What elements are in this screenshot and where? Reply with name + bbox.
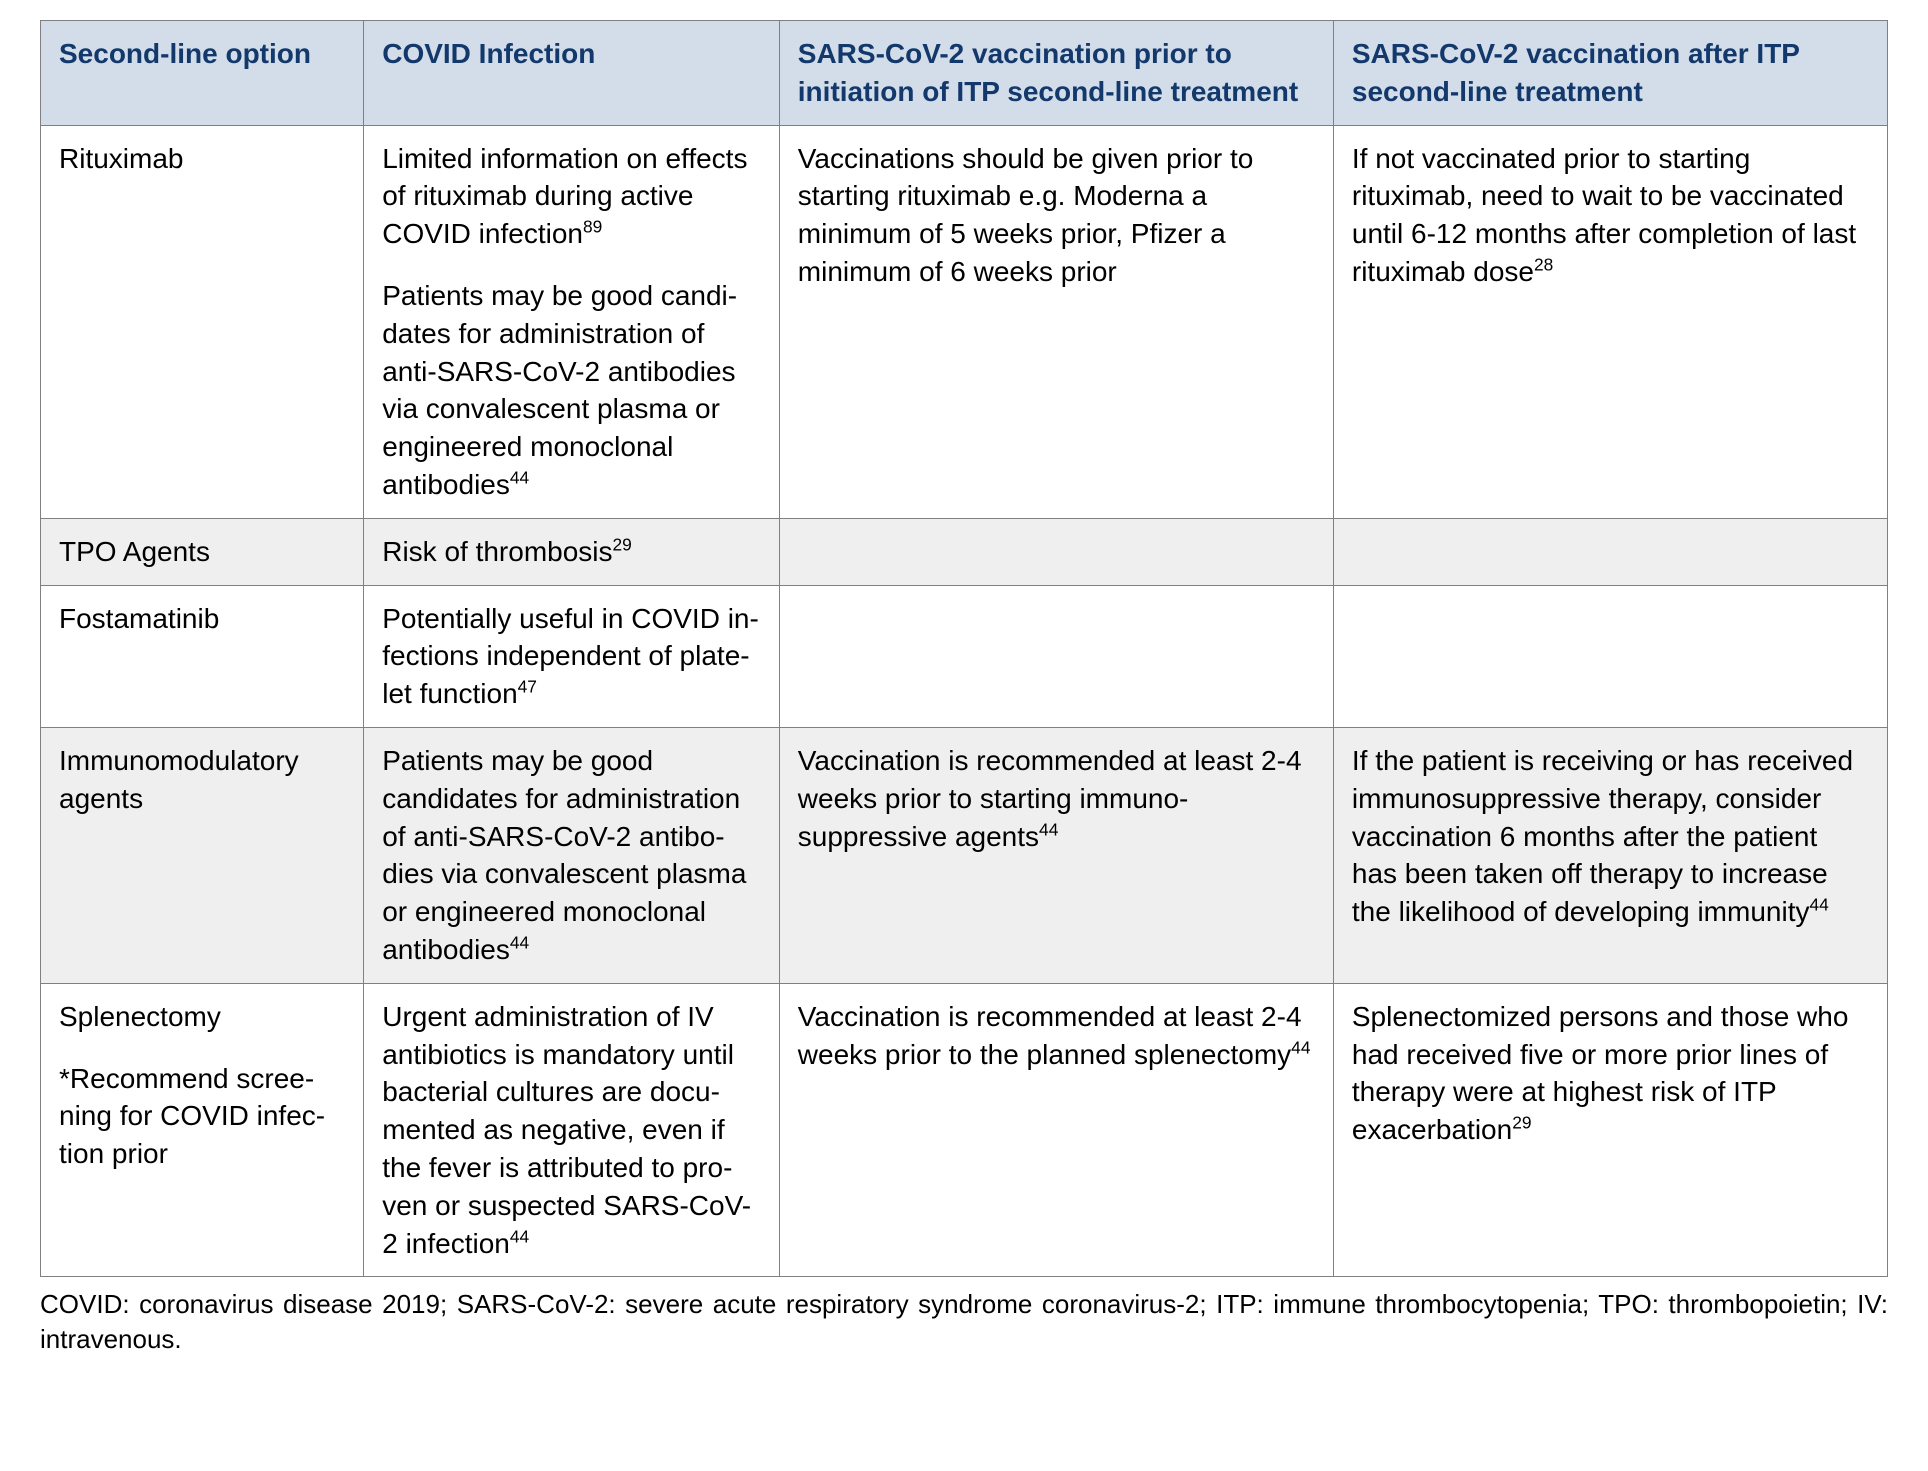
citation-sup: 29 [613, 534, 632, 554]
table-row: Immunomodulatory agents Patients may be … [41, 727, 1888, 983]
citation-sup: 44 [1809, 895, 1828, 915]
table-row: TPO Agents Risk of thrombosis29 [41, 518, 1888, 585]
cell-text: TPO Agents [59, 536, 210, 567]
cell-text: Limited information on effects of rituxi… [382, 143, 747, 250]
col-header-vax-after: SARS-CoV-2 vaccination after ITP second-… [1333, 21, 1887, 126]
citation-sup: 44 [510, 1226, 529, 1246]
cell-text: Potentially useful in COVID in­fections … [382, 603, 759, 710]
cell-covid-infection: Urgent administration of IV an­tibiotics… [364, 983, 780, 1277]
cell-covid-infection: Potentially useful in COVID in­fections … [364, 585, 780, 727]
citation-sup: 44 [1039, 819, 1058, 839]
cell-text: Vaccinations should be given prior to st… [798, 143, 1254, 287]
col-header-covid-infection: COVID Infection [364, 21, 780, 126]
cell-covid-infection: Limited information on effects of rituxi… [364, 125, 780, 518]
citation-sup: 47 [518, 677, 537, 697]
cell-vax-after: Splenectomized persons and those who had… [1333, 983, 1887, 1277]
cell-second-line-option: TPO Agents [41, 518, 364, 585]
cell-covid-infection: Risk of thrombosis29 [364, 518, 780, 585]
cell-text: Patients may be good candi­dates for adm… [382, 280, 737, 500]
treatment-table: Second-line option COVID Infection SARS-… [40, 20, 1888, 1277]
cell-vax-prior: Vaccination is recommended at least 2-4 … [779, 983, 1333, 1277]
table-row: Splenectomy *Recommend scree­ning for CO… [41, 983, 1888, 1277]
cell-vax-after [1333, 585, 1887, 727]
cell-text: Fostamatinib [59, 603, 219, 634]
abbreviations-footnote: COVID: coronavirus disease 2019; SARS-Co… [40, 1287, 1888, 1357]
cell-text: Splenectomy [59, 1001, 221, 1032]
cell-text: Splenectomized persons and those who had… [1352, 1001, 1849, 1145]
cell-second-line-option: Fostamatinib [41, 585, 364, 727]
citation-sup: 28 [1534, 255, 1553, 275]
page-root: Second-line option COVID Infection SARS-… [0, 0, 1928, 1378]
cell-text: If the patient is receiving or has recei… [1352, 745, 1853, 927]
cell-paragraph: Limited information on effects of rituxi… [382, 143, 747, 250]
cell-vax-prior: Vaccination is recommended at least 2-4 … [779, 727, 1333, 983]
cell-vax-after [1333, 518, 1887, 585]
cell-second-line-option: Rituximab [41, 125, 364, 518]
citation-sup: 44 [1291, 1037, 1310, 1057]
citation-sup: 89 [583, 217, 602, 237]
cell-text: Urgent administration of IV an­tibiotics… [382, 1001, 751, 1259]
cell-paragraph: Patients may be good candi­dates for adm… [382, 277, 761, 504]
table-header-row: Second-line option COVID Infection SARS-… [41, 21, 1888, 126]
cell-text: Immunomodulatory agents [59, 745, 299, 814]
cell-text: Risk of thrombosis [382, 536, 612, 567]
cell-vax-after: If the patient is receiving or has recei… [1333, 727, 1887, 983]
cell-vax-after: If not vaccinated prior to star­ting rit… [1333, 125, 1887, 518]
citation-sup: 44 [510, 468, 529, 488]
cell-subnote: *Recommend scree­ning for COVID infec­ti… [59, 1060, 345, 1173]
cell-vax-prior [779, 518, 1333, 585]
cell-covid-infection: Patients may be good candidates for admi… [364, 727, 780, 983]
citation-sup: 29 [1512, 1113, 1531, 1133]
citation-sup: 44 [510, 933, 529, 953]
col-header-second-line-option: Second-line option [41, 21, 364, 126]
cell-second-line-option: Splenectomy *Recommend scree­ning for CO… [41, 983, 364, 1277]
col-header-vax-prior: SARS-CoV-2 vaccination prior to initiati… [779, 21, 1333, 126]
cell-text: Vaccination is recommended at least 2-4 … [798, 1001, 1302, 1070]
cell-text: If not vaccinated prior to star­ting rit… [1352, 143, 1856, 287]
cell-text: Rituximab [59, 143, 183, 174]
table-row: Rituximab Limited information on effects… [41, 125, 1888, 518]
table-row: Fostamatinib Potentially useful in COVID… [41, 585, 1888, 727]
cell-second-line-option: Immunomodulatory agents [41, 727, 364, 983]
cell-text: Patients may be good candidates for admi… [382, 745, 746, 965]
cell-vax-prior [779, 585, 1333, 727]
cell-vax-prior: Vaccinations should be given prior to st… [779, 125, 1333, 518]
